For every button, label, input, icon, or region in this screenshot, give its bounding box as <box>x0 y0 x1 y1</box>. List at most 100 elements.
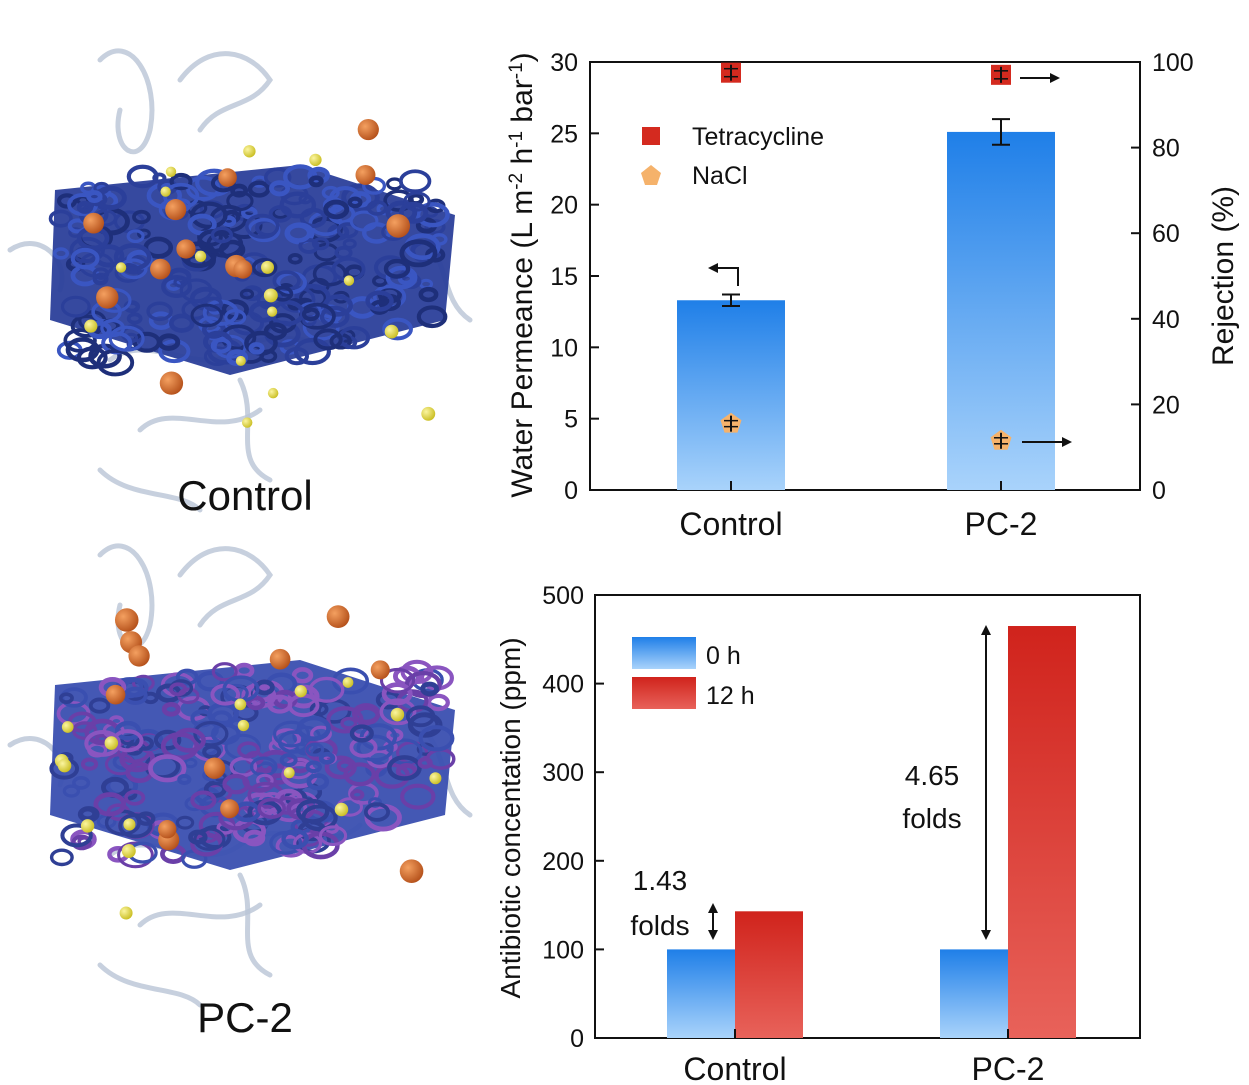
membrane-fiber <box>302 315 317 327</box>
yellow-particle <box>160 186 171 197</box>
membrane-fiber <box>387 755 422 781</box>
membrane-fiber <box>118 813 153 839</box>
left-tick-label: 0 <box>564 477 578 505</box>
membrane-fiber <box>196 670 225 692</box>
membrane-fiber <box>365 290 394 312</box>
membrane-fiber <box>48 209 73 228</box>
yellow-particle <box>342 677 354 688</box>
membrane-fiber <box>379 698 417 726</box>
membrane-fiber <box>293 337 331 366</box>
yellow-particle <box>194 250 207 263</box>
orange-particle <box>158 820 177 839</box>
yellow-particle <box>267 306 278 317</box>
membrane-fiber <box>417 756 433 769</box>
yellow-particle <box>123 818 136 831</box>
orange-particle <box>269 648 291 670</box>
left-tick-label: 5 <box>564 406 578 434</box>
membrane-fiber <box>287 253 303 265</box>
orange-particle <box>83 212 105 234</box>
membrane-fiber <box>153 729 182 751</box>
membrane-fiber <box>229 756 258 777</box>
pc2-membrane-illustration <box>7 543 473 1008</box>
membrane-fiber <box>310 725 332 742</box>
membrane-fiber <box>114 720 142 741</box>
membrane-fiber <box>382 317 413 341</box>
membrane-fiber <box>318 751 336 765</box>
legend-12h-label: 12 h <box>706 682 755 710</box>
yellow-particle <box>61 721 74 733</box>
membrane-fiber <box>202 744 222 760</box>
membrane-fiber <box>420 681 439 697</box>
membrane-fiber <box>336 759 353 773</box>
yellow-particle <box>267 387 279 399</box>
membrane-fiber <box>80 757 99 771</box>
membrane-fiber <box>169 682 188 697</box>
membrane-fiber <box>245 213 280 239</box>
membrane-fiber <box>72 776 91 790</box>
left-tick-label: 20 <box>550 192 578 220</box>
membrane-fiber <box>222 773 250 795</box>
y-tick-label: 200 <box>542 848 584 876</box>
orange-particle <box>128 645 150 667</box>
membrane-fiber <box>242 285 263 302</box>
membrane-fiber <box>62 784 81 798</box>
membrane-fiber <box>336 222 359 239</box>
legend-nacl-label: NaCl <box>692 162 748 190</box>
orange-particle <box>150 258 171 280</box>
yellow-particle <box>235 355 246 366</box>
membrane-fiber <box>313 328 343 351</box>
membrane-fiber <box>342 238 357 250</box>
membrane-fiber <box>241 206 258 220</box>
legend-nacl-marker <box>641 165 661 185</box>
membrane-fiber <box>86 190 103 203</box>
orange-particle <box>233 259 253 279</box>
legend-0h-swatch <box>632 637 696 669</box>
antibiotic-concentration-chart: 0 100 200 300 400 500 Control PC-2 Antibiotic … <box>495 582 1141 1085</box>
membrane-fiber <box>172 727 206 753</box>
right-tick-label: 80 <box>1152 135 1180 163</box>
right-tick-label: 60 <box>1152 220 1180 248</box>
yellow-particle <box>421 406 436 421</box>
y-tick-label: 300 <box>542 759 584 787</box>
permeance-error-bar-control <box>722 293 740 307</box>
membrane-fiber <box>211 662 238 682</box>
membrane-fiber <box>381 682 413 706</box>
right-tick-label: 0 <box>1152 477 1166 505</box>
yellow-particle <box>234 698 247 711</box>
x-tick-label: PC-2 <box>972 1051 1045 1085</box>
membrane-fiber <box>146 301 173 322</box>
water-splash <box>237 872 273 978</box>
membrane-fiber <box>210 226 233 244</box>
membrane-fiber <box>177 773 192 786</box>
membrane-fiber <box>363 802 391 822</box>
membrane-fiber <box>404 670 442 699</box>
membrane-fiber <box>403 191 431 212</box>
orange-particle <box>355 164 376 185</box>
membrane-fiber <box>239 288 255 300</box>
membrane-fiber <box>257 797 287 819</box>
chart2-legend: 0 h 12 h <box>632 637 755 710</box>
orange-particle <box>114 608 139 632</box>
membrane-fiber <box>343 762 376 787</box>
membrane-fiber <box>340 716 358 730</box>
membrane-fiber <box>65 337 100 363</box>
membrane-fiber <box>124 789 146 806</box>
yellow-particle <box>241 417 253 428</box>
membrane-fiber <box>308 175 324 188</box>
right-tick-label: 40 <box>1152 306 1180 334</box>
x-tick-label: PC-2 <box>965 506 1038 542</box>
yellow-particle <box>80 819 95 833</box>
membrane-fiber <box>248 342 265 355</box>
membrane-fiber <box>96 348 135 377</box>
membrane-fiber <box>251 257 278 278</box>
orange-particle <box>326 605 350 629</box>
membrane-fiber <box>60 295 91 318</box>
membrane-fiber <box>264 167 292 188</box>
ylabel-part: -2 <box>506 173 527 190</box>
membrane-fiber <box>161 274 193 298</box>
chart1-plot-frame <box>589 61 1141 491</box>
membrane-fiber <box>400 783 436 810</box>
yellow-particle <box>165 166 177 177</box>
membrane-fiber <box>108 325 145 352</box>
membrane-fiber <box>271 728 302 750</box>
